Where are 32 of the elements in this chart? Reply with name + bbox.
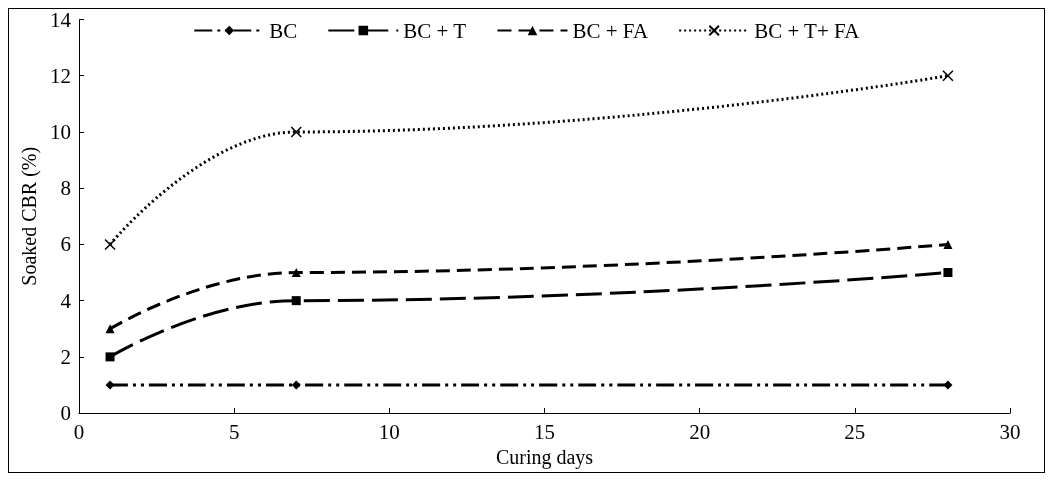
legend-label: BC (269, 18, 298, 43)
y-tick-label: 6 (60, 232, 71, 257)
y-tick-label: 2 (60, 344, 71, 369)
y-tick-label: 12 (50, 63, 71, 88)
point (942, 69, 954, 82)
x-tick-label: 30 (999, 419, 1021, 444)
y-tick-label: 14 (50, 7, 72, 32)
y-axis-title: Soaked CBR (%) (18, 146, 41, 286)
point (943, 380, 953, 390)
point (105, 352, 115, 362)
y-tick-label: 8 (60, 176, 71, 201)
point (105, 380, 115, 390)
x-tick-label: 15 (534, 419, 555, 444)
legend-label: BC + T (403, 18, 467, 43)
y-tick-label: 0 (60, 401, 71, 426)
point (291, 296, 301, 306)
point (943, 239, 953, 249)
point (105, 324, 115, 334)
x-tick-label: 25 (844, 419, 866, 444)
point (290, 126, 302, 138)
point (291, 268, 301, 278)
point (104, 238, 116, 251)
x-tick-label: 10 (378, 419, 400, 444)
y-tick-label: 10 (50, 119, 71, 144)
x-axis-title: Curing days (495, 446, 594, 469)
point (943, 268, 953, 278)
x-tick-label: 5 (228, 419, 240, 444)
y-tick-label: 4 (60, 288, 72, 313)
point (291, 380, 301, 390)
x-tick-label: 20 (689, 419, 711, 444)
legend-label: BC + T+ FA (754, 18, 861, 43)
legend-label: BC + FA (572, 18, 649, 43)
